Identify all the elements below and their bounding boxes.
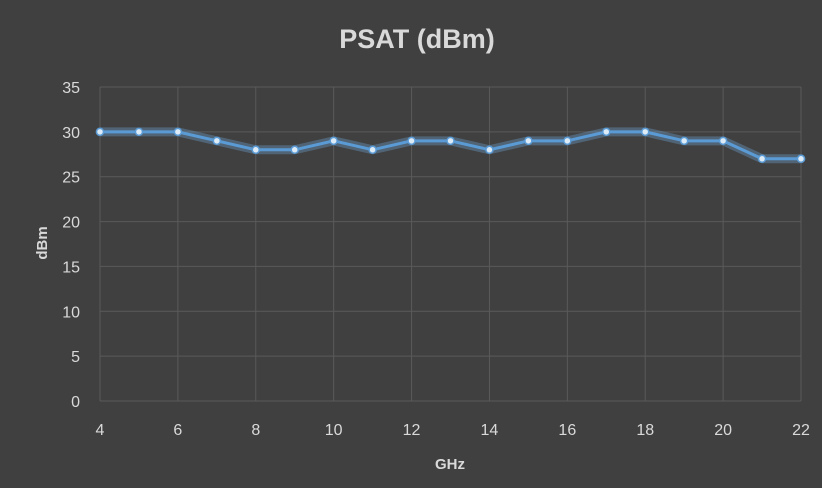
x-tick-label: 8 — [251, 422, 260, 439]
x-tick-label: 22 — [792, 422, 810, 439]
y-tick-label: 30 — [62, 125, 80, 142]
x-tick-label: 16 — [558, 422, 576, 439]
y-tick-label: 0 — [71, 394, 80, 411]
data-point — [251, 145, 261, 155]
data-point — [446, 136, 455, 146]
x-tick-label: 10 — [325, 422, 343, 439]
data-point — [407, 136, 416, 146]
data-point — [602, 127, 611, 137]
data-point — [173, 127, 183, 137]
data-point — [679, 136, 689, 146]
data-point — [524, 136, 533, 146]
tick-labels: 0 5 10 15 20 25 30 35 4 6 8 10 12 14 16 18 20 22 — [62, 80, 810, 439]
data-point — [640, 127, 650, 137]
data-point — [485, 145, 494, 155]
y-tick-label: 5 — [71, 349, 80, 366]
x-tick-label: 12 — [403, 422, 421, 439]
data-point — [563, 136, 572, 146]
y-tick-label: 35 — [62, 80, 80, 97]
data-point — [134, 127, 144, 137]
data-point — [368, 145, 377, 155]
chart-title: PSAT (dBm) — [339, 24, 495, 54]
series-layer — [95, 127, 806, 164]
y-tick-label: 20 — [62, 215, 80, 232]
y-tick-label: 10 — [62, 304, 80, 321]
y-tick-label: 25 — [62, 170, 80, 187]
x-tick-label: 18 — [636, 422, 654, 439]
data-point — [95, 127, 105, 137]
y-tick-label: 15 — [62, 259, 80, 276]
x-axis-title: GHz — [435, 456, 465, 473]
data-point — [796, 154, 806, 164]
data-point — [212, 136, 222, 146]
x-tick-label: 4 — [96, 422, 105, 439]
data-point — [718, 136, 728, 146]
data-point — [757, 154, 767, 164]
x-tick-label: 14 — [481, 422, 499, 439]
series-glow — [95, 127, 806, 164]
x-tick-label: 20 — [714, 422, 732, 439]
data-point — [290, 145, 299, 155]
y-axis-title: dBm — [34, 226, 51, 259]
data-point — [329, 136, 338, 146]
x-tick-label: 6 — [173, 422, 182, 439]
